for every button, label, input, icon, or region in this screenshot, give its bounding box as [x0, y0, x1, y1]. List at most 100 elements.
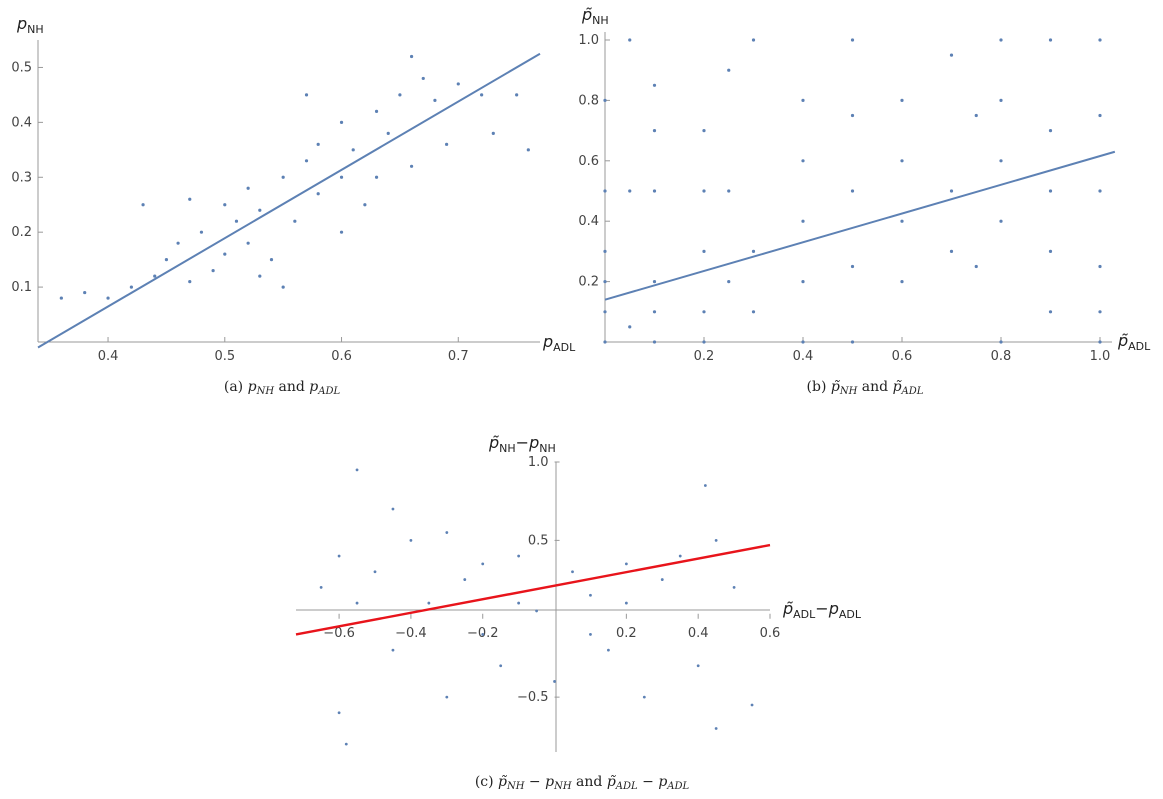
data-point: [850, 38, 855, 42]
data-point: [801, 98, 805, 102]
data-point: [652, 310, 657, 314]
y-tick-label: −0.5: [517, 690, 549, 705]
data-point: [607, 648, 610, 652]
panel-c: −0.6−0.4−0.20.20.40.6−0.50.51.0 p̃NH−pNH…: [295, 433, 862, 792]
data-point: [801, 219, 805, 223]
x-tick-label: 0.7: [448, 349, 469, 364]
data-point: [374, 175, 379, 179]
y-tick-label: 0.2: [578, 275, 599, 290]
data-point: [391, 507, 395, 511]
x-tick-label: 0.6: [760, 626, 781, 641]
data-point: [732, 586, 736, 589]
data-point: [199, 230, 204, 234]
data-point: [702, 340, 706, 344]
data-point: [751, 38, 756, 42]
data-point: [188, 280, 192, 284]
data-point: [409, 54, 414, 59]
data-point: [337, 554, 341, 558]
panel-b-y-label: p̃NH: [581, 5, 609, 27]
data-point: [1098, 310, 1102, 314]
panel-b: 0.2 0.4 0.6 0.8 1.0 0.2 0.4 0.6 0.8 1.0 p̃NH p̃AD…: [578, 5, 1151, 397]
y-tick-label: 0.4: [11, 115, 32, 130]
panel-a-ticks: 0.4 0.5 0.6 0.7 0.1 0.2 0.3 0.4 0.5: [11, 60, 468, 364]
data-point: [269, 258, 274, 262]
data-point: [553, 680, 556, 683]
data-point: [1048, 310, 1053, 314]
data-point: [900, 98, 904, 102]
data-point: [463, 578, 467, 581]
data-point: [949, 53, 954, 57]
data-point: [714, 727, 718, 730]
data-point: [727, 280, 731, 284]
data-point: [456, 82, 460, 86]
data-point: [589, 633, 592, 636]
data-point: [751, 310, 756, 314]
data-point: [1048, 249, 1053, 253]
data-point: [363, 203, 367, 207]
data-point: [999, 219, 1003, 223]
data-point: [351, 148, 355, 152]
data-point: [714, 538, 718, 542]
x-tick-label: 0.4: [98, 349, 119, 364]
panel-b-ticks: 0.2 0.4 0.6 0.8 1.0 0.2 0.4 0.6 0.8 1.0: [578, 33, 1110, 364]
data-point: [702, 249, 706, 253]
data-point: [751, 249, 756, 253]
data-point: [281, 175, 285, 179]
x-tick-label: −0.4: [395, 626, 427, 641]
data-point: [628, 189, 632, 193]
data-point: [999, 38, 1003, 42]
panel-a-x-label: pADL: [542, 332, 576, 354]
panel-a-fit-line: [37, 52, 541, 349]
x-tick-label: 0.6: [331, 349, 352, 364]
y-tick-label: 0.1: [11, 280, 32, 295]
data-point: [246, 241, 250, 245]
data-point: [1098, 113, 1102, 118]
data-point: [258, 208, 262, 212]
data-point: [702, 310, 706, 314]
data-point: [999, 159, 1003, 163]
panel-c-y-label: p̃NH−pNH: [488, 433, 556, 455]
data-point: [750, 703, 754, 707]
data-point: [1098, 189, 1102, 193]
data-point: [652, 83, 657, 87]
data-point: [652, 129, 657, 133]
fit-line: [295, 543, 771, 636]
data-point: [517, 601, 521, 605]
data-point: [319, 586, 323, 589]
data-point: [304, 93, 309, 97]
data-point: [188, 197, 192, 201]
data-point: [999, 340, 1003, 344]
data-point: [850, 189, 855, 193]
data-point: [223, 252, 227, 256]
data-point: [1098, 340, 1102, 344]
data-point: [660, 578, 664, 581]
data-point: [974, 113, 978, 118]
data-point: [678, 554, 682, 558]
data-point: [515, 93, 519, 97]
data-point: [355, 601, 359, 605]
data-point: [603, 98, 607, 102]
data-point: [652, 280, 657, 284]
data-point: [652, 189, 657, 193]
data-point: [141, 203, 145, 207]
data-point: [1048, 189, 1053, 193]
data-point: [702, 189, 706, 193]
data-point: [355, 468, 359, 472]
data-point: [974, 264, 978, 269]
data-point: [491, 131, 495, 135]
data-point: [246, 186, 250, 190]
panel-b-x-label: p̃ADL: [1117, 331, 1151, 353]
data-point: [281, 285, 285, 289]
x-tick-label: 0.4: [688, 626, 709, 641]
data-point: [409, 164, 414, 168]
data-point: [603, 249, 607, 253]
data-point: [433, 98, 437, 102]
data-point: [106, 296, 110, 300]
data-point: [211, 269, 215, 273]
data-point: [153, 274, 157, 278]
fit-line: [604, 150, 1116, 301]
data-point: [83, 290, 87, 295]
y-tick-label: 0.5: [11, 60, 32, 75]
data-point: [481, 562, 485, 566]
panel-a: 0.4 0.5 0.6 0.7 0.1 0.2 0.3 0.4 0.5 pNH pADL (a)…: [11, 14, 576, 397]
